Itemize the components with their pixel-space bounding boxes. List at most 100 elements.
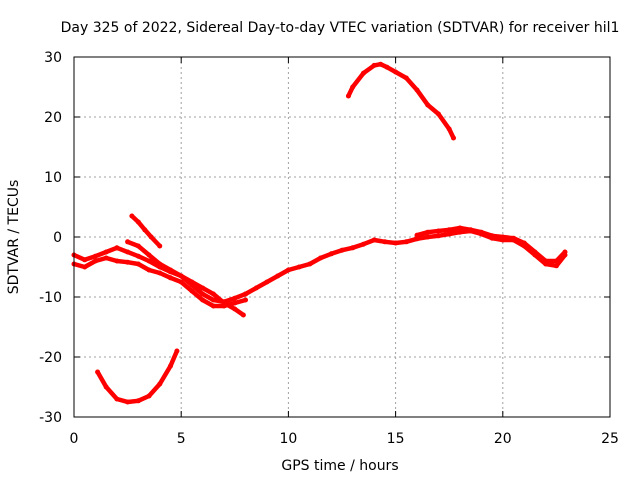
data-point (446, 126, 452, 132)
data-point (468, 227, 474, 233)
data-point (142, 227, 148, 233)
data-point (532, 249, 538, 255)
data-point (378, 61, 384, 67)
data-point (200, 291, 206, 297)
data-point (478, 229, 484, 235)
y-tick-label: 10 (44, 170, 62, 186)
data-point (103, 255, 109, 261)
data-point (103, 249, 109, 255)
x-tick-label: 10 (279, 431, 297, 447)
data-point (243, 297, 249, 303)
data-point (240, 312, 246, 318)
data-point (200, 297, 206, 303)
y-tick-label: 30 (44, 50, 62, 66)
data-point (489, 233, 495, 239)
data-point (318, 255, 324, 261)
x-tick-label: 15 (387, 431, 405, 447)
data-point (174, 348, 180, 354)
data-point (178, 279, 184, 285)
series-line-arc-5 (95, 348, 180, 405)
data-point (125, 259, 131, 265)
y-axis-label: SDTVAR / TECUs (6, 180, 22, 295)
data-point (425, 229, 431, 235)
data-point (382, 239, 388, 245)
data-point (232, 306, 238, 312)
data-point (328, 251, 334, 257)
data-point (446, 231, 452, 237)
data-point (435, 228, 441, 234)
data-point (167, 363, 173, 369)
data-point (543, 258, 549, 264)
y-tick-label: 20 (44, 110, 62, 126)
data-point (275, 273, 281, 279)
data-point (307, 261, 313, 267)
data-point (157, 381, 163, 387)
data-point (167, 267, 173, 273)
data-point (553, 258, 559, 264)
data-point (339, 247, 345, 253)
data-point (414, 232, 420, 238)
y-tick-label: -20 (39, 350, 62, 366)
data-point (446, 227, 452, 233)
x-axis-label: GPS time / hours (281, 458, 398, 474)
data-point (403, 239, 409, 245)
data-point (360, 241, 366, 247)
data-point (243, 291, 249, 297)
data-point (178, 273, 184, 279)
tick-layer: 0 5 10 15 20 25 -30 -20 -10 0 10 20 30 (39, 50, 619, 447)
data-point (189, 279, 195, 285)
data-point (553, 263, 559, 269)
data-point (135, 243, 141, 249)
data-point (157, 243, 163, 249)
data-point (200, 285, 206, 291)
data-point (148, 234, 154, 240)
data-point (450, 135, 456, 141)
data-point (296, 264, 302, 270)
data-point (95, 369, 101, 375)
x-tick-label: 5 (177, 431, 186, 447)
data-point (435, 111, 441, 117)
data-point (82, 264, 88, 270)
data-point (114, 245, 120, 251)
data-point (457, 229, 463, 235)
x-tick-label: 20 (494, 431, 512, 447)
data-point (135, 398, 141, 404)
data-point (114, 258, 120, 264)
data-point (393, 240, 399, 246)
data-point (360, 70, 366, 76)
x-tick-label: 25 (601, 431, 619, 447)
y-tick-label: 0 (53, 230, 62, 246)
data-point (135, 219, 141, 225)
data-point (511, 235, 517, 241)
data-point (146, 393, 152, 399)
y-tick-label: -10 (39, 290, 62, 306)
data-point (285, 267, 291, 273)
data-point (135, 261, 141, 267)
data-point (264, 279, 270, 285)
data-point (157, 270, 163, 276)
y-tick-label: -30 (39, 410, 62, 426)
data-point (232, 295, 238, 301)
data-point (232, 300, 238, 306)
data-point (425, 234, 431, 240)
data-point (562, 249, 568, 255)
data-point (189, 288, 195, 294)
data-point (125, 249, 131, 255)
data-point (457, 225, 463, 231)
x-tick-label: 0 (70, 431, 79, 447)
data-point (114, 396, 120, 402)
data-point (350, 84, 356, 90)
grid-layer (74, 57, 610, 417)
data-point (350, 245, 356, 251)
data-point (403, 75, 409, 81)
data-point (146, 252, 152, 258)
data-point (125, 399, 131, 405)
data-point (82, 257, 88, 263)
data-point (253, 285, 259, 291)
data-point (210, 297, 216, 303)
data-point (210, 291, 216, 297)
data-point (125, 239, 131, 245)
data-point (167, 275, 173, 281)
data-point (210, 303, 216, 309)
